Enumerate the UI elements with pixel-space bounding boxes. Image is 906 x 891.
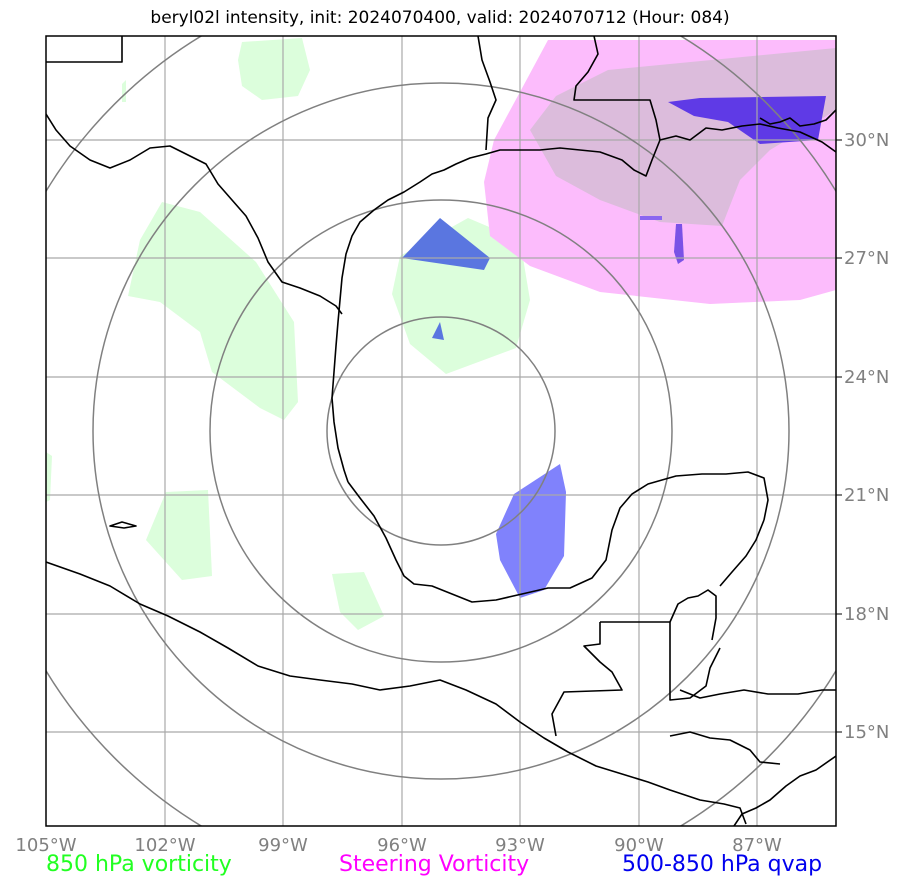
lon-label-102w: 102°W — [134, 835, 195, 856]
qvap-patch-gulf-north — [402, 218, 490, 270]
mexico-pacific-coast — [46, 561, 747, 825]
legend-steering-vorticity: Steering Vorticity — [339, 852, 530, 877]
range-ring-2 — [209, 199, 673, 663]
axis-ticks — [836, 139, 842, 733]
lon-label-93w: 93°W — [495, 835, 545, 856]
lon-label-87w: 87°W — [732, 835, 782, 856]
honduras-border — [669, 731, 781, 765]
lon-label-99w: 99°W — [258, 835, 308, 856]
lat-label-24n: 24°N — [844, 367, 889, 388]
lat-label-27n: 27°N — [844, 248, 889, 269]
steering-vorticity-fields — [484, 40, 836, 304]
mexico-gulf-coast — [347, 471, 769, 603]
vorticity-850-fields — [46, 38, 530, 630]
vort850-patch-south — [332, 572, 384, 630]
qvap-patch-tip — [674, 224, 684, 264]
longitude-labels: 105°W 102°W 99°W 96°W 93°W 90°W 87°W — [15, 835, 782, 856]
vort850-patch-southwest — [146, 490, 212, 580]
cuba-fragment — [109, 521, 137, 529]
guatemala-west — [551, 622, 623, 737]
map-title: beryl02l intensity, init: 2024070400, va… — [150, 8, 730, 28]
qvap-patch-small — [432, 322, 444, 340]
central-america-coast — [733, 755, 836, 826]
vort850-patch-sliver — [122, 80, 126, 102]
texas-border — [46, 113, 343, 315]
lat-label-18n: 18°N — [844, 604, 889, 625]
lat-label-21n: 21°N — [844, 485, 889, 506]
lon-label-105w: 105°W — [15, 835, 76, 856]
qvap-fields — [402, 96, 826, 598]
us-state-line-1 — [46, 36, 123, 63]
honduras-coast — [679, 689, 836, 699]
vort850-patch-west — [128, 202, 298, 420]
legend-vorticity-850: 850 hPa vorticity — [46, 852, 232, 877]
lat-label-30n: 30°N — [844, 130, 889, 151]
coastlines — [46, 36, 836, 826]
lon-label-96w: 96°W — [377, 835, 427, 856]
vort850-patch-edge — [46, 452, 52, 502]
range-ring-3 — [92, 82, 790, 780]
latitude-labels: 30°N 27°N 24°N 21°N 18°N 15°N — [844, 130, 889, 743]
map-frame — [45, 35, 837, 827]
lon-label-90w: 90°W — [614, 835, 664, 856]
graticule — [46, 36, 836, 826]
vort850-patch-north — [238, 38, 310, 100]
lat-label-15n: 15°N — [844, 722, 889, 743]
qvap-patch-yucatan — [496, 464, 566, 598]
florida-panhandle — [759, 109, 836, 127]
us-state-line-2 — [477, 36, 497, 151]
us-state-line-3 — [573, 36, 661, 141]
legend-qvap: 500-850 hPa qvap — [622, 852, 823, 877]
yucatan-east — [719, 519, 765, 587]
belize-coast — [669, 589, 717, 641]
qvap-patch-sliver — [640, 216, 662, 220]
us-gulf-coast — [331, 123, 836, 483]
range-ring-1 — [326, 316, 556, 546]
qvap-patch-north — [668, 96, 826, 144]
steering-inner — [530, 48, 836, 226]
